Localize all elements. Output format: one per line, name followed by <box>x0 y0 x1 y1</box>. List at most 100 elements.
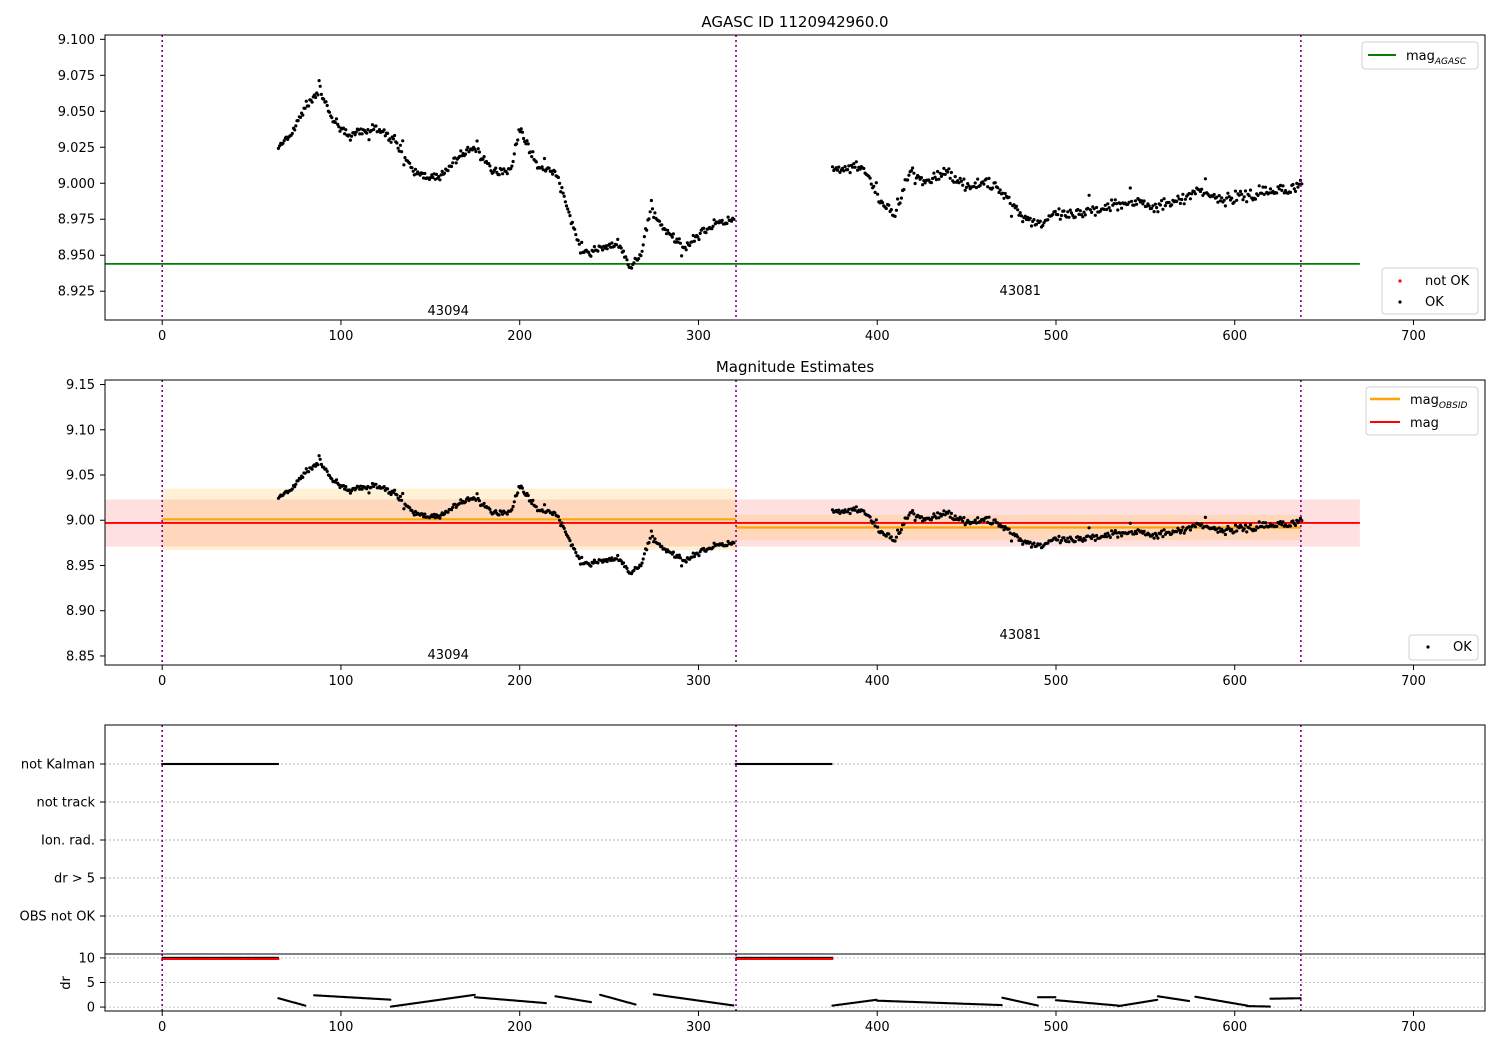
legend-ok-label: OK <box>1425 295 1444 310</box>
data-point <box>393 133 397 138</box>
dr-red-point-edge <box>234 956 236 959</box>
data-point <box>1253 528 1258 532</box>
data-point <box>547 166 551 170</box>
data-point <box>929 181 934 185</box>
data-point <box>293 485 297 489</box>
data-point <box>911 509 915 513</box>
data-point <box>959 179 964 183</box>
data-point <box>515 493 519 497</box>
dr-red-point-edge <box>781 956 783 959</box>
data-point <box>1021 220 1025 224</box>
data-point <box>1002 196 1006 200</box>
flag-point <box>830 762 833 766</box>
x-tick-label: 700 <box>1401 1020 1426 1035</box>
data-point <box>650 534 655 538</box>
dr-red-point-edge <box>164 956 166 959</box>
data-point <box>1083 538 1087 542</box>
data-point <box>947 167 951 171</box>
dr-point <box>389 998 392 1001</box>
data-point <box>475 139 479 143</box>
dr-red-point-edge <box>815 956 817 959</box>
dr-red-point-edge <box>745 956 747 959</box>
data-point <box>403 156 407 160</box>
data-point <box>936 511 940 515</box>
dr-red-point-edge <box>166 956 168 959</box>
dr-red-point-edge <box>214 956 216 959</box>
data-point <box>1128 521 1132 525</box>
data-point <box>511 159 515 164</box>
data-point <box>1188 528 1192 532</box>
data-point <box>729 219 734 223</box>
data-point <box>1248 523 1253 527</box>
dr-red-point-edge <box>791 956 793 959</box>
data-point <box>475 492 479 496</box>
data-point <box>429 176 433 180</box>
data-point <box>696 235 700 239</box>
data-point <box>961 183 965 187</box>
data-point <box>389 492 393 497</box>
data-point <box>1281 184 1285 188</box>
data-point <box>398 143 402 147</box>
data-point <box>962 177 966 181</box>
x-tick-label: 500 <box>1044 329 1069 344</box>
data-point <box>913 518 917 523</box>
data-point <box>838 170 842 174</box>
svg-text:magAGASC: magAGASC <box>1406 49 1467 67</box>
data-point <box>312 93 316 97</box>
data-point <box>566 207 570 211</box>
data-point <box>1140 199 1144 203</box>
data-point <box>1115 531 1119 535</box>
data-point <box>961 519 965 524</box>
data-point <box>451 505 455 509</box>
data-point <box>726 215 730 219</box>
data-point <box>680 564 684 568</box>
data-point <box>887 203 891 207</box>
dr-red-point-edge <box>174 956 176 959</box>
data-point <box>314 464 318 468</box>
data-point <box>1038 542 1042 546</box>
data-point <box>286 137 290 141</box>
dr-point <box>1268 1005 1271 1008</box>
data-point <box>1161 207 1165 211</box>
data-point <box>296 479 300 483</box>
data-point <box>343 132 347 136</box>
data-point <box>872 520 876 524</box>
data-point <box>370 123 375 127</box>
data-point <box>993 181 997 185</box>
data-point <box>1034 222 1039 226</box>
data-point <box>408 161 412 165</box>
data-point <box>1016 535 1020 539</box>
data-point <box>341 126 346 130</box>
dr-red-point-edge <box>218 956 220 959</box>
legend-ok-label-2: OK <box>1453 640 1472 655</box>
data-point <box>907 173 911 177</box>
dr-red-point-edge <box>177 956 179 959</box>
data-point <box>937 177 941 181</box>
data-point <box>894 208 899 212</box>
data-point <box>1161 535 1165 539</box>
dr-red-point-edge <box>250 956 252 959</box>
data-point <box>278 144 282 148</box>
data-point <box>1106 202 1110 206</box>
data-point <box>396 146 400 150</box>
data-point <box>1028 540 1032 544</box>
data-point <box>560 186 564 190</box>
dr-red-point-edge <box>238 956 240 959</box>
data-point <box>397 498 401 502</box>
data-point <box>959 517 964 521</box>
x-tick-label: 100 <box>329 329 354 344</box>
data-point <box>1108 209 1112 213</box>
data-point <box>1056 538 1060 542</box>
data-point <box>853 165 857 169</box>
data-point <box>477 150 481 154</box>
y-tick-label: 8.925 <box>58 285 95 300</box>
data-point <box>1240 192 1244 196</box>
data-point <box>519 127 523 131</box>
data-point <box>973 181 977 185</box>
dr-red-point-edge <box>213 956 215 959</box>
dr-red-point-edge <box>817 956 819 959</box>
dr-red-point-edge <box>217 956 220 959</box>
data-point <box>1152 536 1156 540</box>
dr-red-point-edge <box>259 956 261 959</box>
